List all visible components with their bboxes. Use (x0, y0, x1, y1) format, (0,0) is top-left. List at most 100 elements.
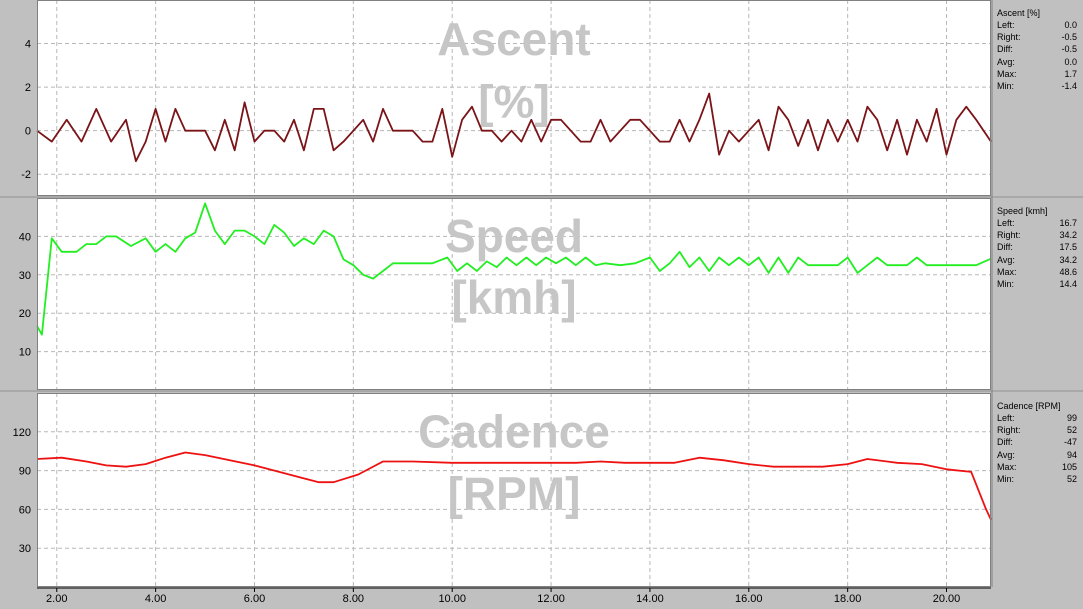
plot-frame (37, 198, 991, 390)
stats-row: Avg: 94 (997, 449, 1077, 461)
plot-frame (37, 0, 991, 196)
stats-panel: Ascent [%] Left: 0.0 Right: -0.5 Diff: -0.5 Avg… (997, 8, 1077, 92)
stats-value: -0.5 (1061, 44, 1077, 55)
stats-label: Right: (997, 32, 1021, 43)
stats-label: Avg: (997, 449, 1015, 460)
x-tick-label: 12.00 (537, 593, 565, 605)
stats-row: Diff: -47 (997, 436, 1077, 448)
chart-panel-1: -2 0 2 4 Ascent [%] (21, 0, 992, 196)
stats-label: Avg: (997, 56, 1015, 67)
y-tick-label: 30 (19, 270, 31, 282)
series-line[interactable] (36, 202, 992, 336)
y-tick-label: 0 (25, 126, 31, 138)
stats-value: 16.7 (1059, 218, 1077, 228)
stats-title: Cadence [RPM] (997, 401, 1061, 411)
x-tick-label: 8.00 (343, 593, 364, 605)
y-tick-label: -2 (21, 169, 31, 181)
y-tick-label: 10 (19, 347, 31, 359)
stats-value: 34.2 (1059, 254, 1077, 265)
stats-row: Min: -1.4 (997, 80, 1077, 92)
chart-title-line-2: [%] (478, 76, 550, 128)
stats-value: 52 (1066, 474, 1077, 485)
y-tick-label: 60 (19, 504, 31, 516)
stats-value: 34.2 (1059, 230, 1077, 241)
y-tick-label: 20 (19, 308, 31, 320)
stats-label: Diff: (997, 437, 1013, 448)
chart-panel-3: 30 60 90 120 Cadence [RPM] (13, 393, 992, 587)
stats-value: 52 (1066, 425, 1077, 436)
stats-label: Left: (997, 413, 1015, 423)
plot-area[interactable] (37, 0, 991, 196)
stats-value: -1.4 (1061, 81, 1077, 92)
x-tick-label: 2.00 (46, 593, 67, 605)
stats-label: Right: (997, 425, 1021, 436)
x-tick-label: 16.00 (735, 593, 763, 605)
stats-value: 105 (1061, 461, 1077, 472)
stats-row: Left: 16.7 (997, 217, 1077, 229)
y-tick-label: 40 (19, 231, 31, 243)
chart-panel-2: 10 20 30 40 Speed [kmh] (19, 198, 992, 390)
stats-row: Right: -0.5 (997, 31, 1077, 43)
x-tick-label: 14.00 (636, 593, 664, 605)
stats-value: 48.6 (1059, 266, 1077, 277)
stats-label: Max: (997, 461, 1017, 472)
stats-row: Min: 52 (997, 473, 1077, 485)
plot-area[interactable] (37, 393, 991, 587)
stats-row: Diff: 17.5 (997, 241, 1077, 253)
y-tick-label: 90 (19, 466, 31, 478)
stats-row: Right: 34.2 (997, 229, 1077, 241)
y-tick-label: 2 (25, 82, 31, 94)
stats-value: 1.7 (1064, 68, 1077, 79)
chart-title-line-1: Speed (445, 210, 583, 262)
stats-row: Min: 14.4 (997, 278, 1077, 290)
stats-row: Max: 1.7 (997, 68, 1077, 80)
stats-value: -0.5 (1061, 32, 1077, 43)
stats-value: 0.0 (1064, 20, 1077, 30)
stats-row: Diff: -0.5 (997, 43, 1077, 55)
stats-row: Avg: 0.0 (997, 56, 1077, 68)
stats-row: Max: 105 (997, 461, 1077, 473)
stats-value: 0.0 (1064, 56, 1077, 67)
stats-label: Diff: (997, 242, 1013, 253)
stats-label: Left: (997, 20, 1015, 30)
x-tick-label: 20.00 (933, 593, 961, 605)
stats-row: Left: 99 (997, 412, 1077, 424)
chart-title-line-1: Cadence (418, 405, 610, 457)
stats-label: Avg: (997, 254, 1015, 265)
chart-title-line-2: [RPM] (448, 467, 581, 519)
plot-frame (37, 393, 991, 587)
stats-label: Max: (997, 266, 1017, 277)
x-tick-label: 10.00 (438, 593, 466, 605)
x-axis: 2.00 4.00 6.00 8.00 10.00 12.00 14.00 16.00 18.0… (37, 587, 991, 605)
series-line[interactable] (36, 92, 992, 163)
y-tick-label: 120 (13, 427, 31, 439)
stats-label: Min: (997, 81, 1015, 92)
stats-label: Left: (997, 218, 1015, 228)
stats-value: 17.5 (1059, 242, 1077, 253)
chart-title-line-2: [kmh] (451, 271, 576, 323)
y-tick-label: 4 (25, 39, 31, 51)
stats-panel: Cadence [RPM] Left: 99 Right: 52 Diff: -47 Avg:… (997, 401, 1077, 485)
stats-value: -47 (1063, 437, 1077, 448)
stats-label: Min: (997, 279, 1015, 290)
y-tick-label: 30 (19, 543, 31, 555)
chart-title-line-1: Ascent (437, 13, 590, 65)
x-tick-label: 6.00 (244, 593, 265, 605)
stats-label: Max: (997, 68, 1017, 79)
x-tick-label: 18.00 (834, 593, 862, 605)
stats-title: Ascent [%] (997, 8, 1041, 18)
stats-value: 94 (1066, 449, 1077, 460)
stats-value: 99 (1066, 413, 1077, 423)
x-tick-label: 4.00 (145, 593, 166, 605)
stats-label: Right: (997, 230, 1021, 241)
series-line[interactable] (36, 451, 992, 521)
stats-panel: Speed [kmh] Left: 16.7 Right: 34.2 Diff: 17.5 A… (997, 206, 1077, 290)
stats-value: 14.4 (1059, 279, 1077, 290)
stats-row: Right: 52 (997, 424, 1077, 436)
stats-label: Min: (997, 474, 1015, 485)
stats-row: Avg: 34.2 (997, 254, 1077, 266)
stats-label: Diff: (997, 44, 1013, 55)
stats-row: Max: 48.6 (997, 266, 1077, 278)
stats-row: Left: 0.0 (997, 19, 1077, 31)
